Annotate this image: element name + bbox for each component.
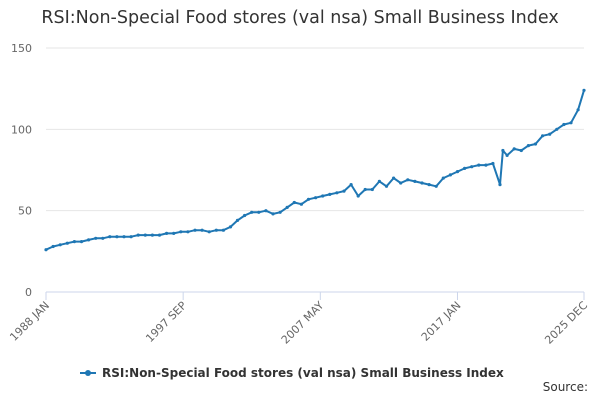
data-point: [264, 209, 268, 213]
data-point: [193, 228, 197, 232]
data-point: [356, 194, 360, 198]
data-point: [512, 147, 516, 151]
data-point: [541, 134, 545, 138]
data-point: [448, 173, 452, 177]
data-point: [150, 233, 154, 237]
data-point: [328, 192, 332, 196]
data-point: [384, 184, 389, 188]
data-point: [58, 243, 62, 247]
x-tick-label: 1997 SEP: [143, 299, 189, 345]
data-point: [306, 197, 311, 201]
data-point: [101, 236, 105, 240]
data-point: [455, 170, 460, 174]
data-point: [392, 176, 396, 180]
data-point: [314, 196, 318, 200]
legend-marker: [85, 370, 91, 376]
data-point: [484, 163, 488, 167]
data-point: [420, 181, 424, 185]
source-label: Source:: [542, 380, 588, 394]
chart-title: RSI:Non-Special Food stores (val nsa) Sm…: [41, 8, 559, 28]
series-group: [44, 88, 586, 252]
data-point: [157, 233, 162, 237]
data-point: [292, 200, 296, 205]
data-point: [555, 127, 559, 131]
data-point: [179, 230, 183, 234]
y-tick-label: 100: [11, 123, 32, 136]
data-point: [526, 144, 531, 148]
y-axis: 0 50 100 150: [11, 42, 32, 299]
y-tick-label: 150: [11, 42, 32, 55]
data-point: [94, 236, 98, 240]
data-point: [108, 235, 112, 239]
data-point: [285, 205, 289, 209]
data-point: [228, 225, 233, 229]
data-point: [505, 153, 509, 157]
data-point: [250, 210, 254, 214]
data-point: [207, 230, 211, 234]
data-point: [221, 228, 225, 232]
data-point: [533, 142, 538, 146]
data-point: [136, 233, 140, 237]
data-point: [115, 235, 119, 239]
x-tick-label: 2025 DEC: [542, 299, 590, 347]
data-point: [377, 179, 381, 183]
data-point: [463, 166, 467, 170]
x-axis: 1988 JAN 1997 SEP 2007 MAY 2017 JAN 2025 DEC: [7, 291, 590, 347]
data-point: [470, 165, 474, 169]
data-point: [299, 202, 303, 206]
data-point: [271, 212, 275, 216]
data-point: [562, 122, 566, 127]
x-tick-label: 2007 MAY: [279, 299, 327, 347]
data-point: [548, 132, 552, 136]
data-point: [434, 184, 438, 188]
data-point: [51, 244, 55, 249]
data-point: [44, 248, 48, 252]
gridlines: [46, 47, 584, 212]
data-point: [427, 183, 431, 187]
data-point: [321, 194, 325, 198]
data-point: [582, 88, 586, 92]
data-point: [441, 176, 445, 180]
x-tick-label: 1988 JAN: [7, 299, 52, 344]
series-line: [45, 90, 585, 251]
data-point: [186, 230, 190, 234]
data-point: [235, 218, 240, 222]
data-point: [200, 228, 204, 232]
data-point: [172, 231, 176, 235]
data-point: [342, 189, 346, 193]
data-point: [498, 183, 502, 187]
data-point: [399, 181, 403, 185]
data-point: [370, 187, 374, 192]
legend[interactable]: RSI:Non-Special Food stores (val nsa) Sm…: [80, 366, 504, 380]
data-point: [413, 179, 417, 183]
data-point: [491, 161, 495, 166]
data-point: [165, 231, 169, 235]
data-point: [79, 240, 84, 244]
data-point: [569, 121, 573, 125]
y-tick-label: 0: [25, 286, 32, 299]
data-point: [214, 228, 218, 232]
data-point: [335, 191, 339, 195]
data-point: [72, 240, 76, 244]
data-point: [257, 210, 261, 214]
data-point: [519, 148, 523, 153]
data-point: [129, 235, 133, 239]
data-point: [122, 235, 126, 239]
data-point: [278, 210, 282, 214]
x-tick-label: 2017 JAN: [419, 299, 464, 344]
data-point: [576, 108, 580, 112]
data-point: [406, 178, 410, 182]
data-point: [87, 238, 91, 242]
data-point: [65, 241, 69, 245]
data-point: [501, 148, 505, 153]
y-tick-label: 50: [18, 205, 32, 218]
data-point: [349, 183, 353, 187]
data-point: [143, 233, 147, 237]
legend-item-label[interactable]: RSI:Non-Special Food stores (val nsa) Sm…: [102, 366, 504, 380]
data-point: [363, 187, 367, 192]
data-point: [477, 163, 481, 167]
data-point: [243, 213, 247, 218]
